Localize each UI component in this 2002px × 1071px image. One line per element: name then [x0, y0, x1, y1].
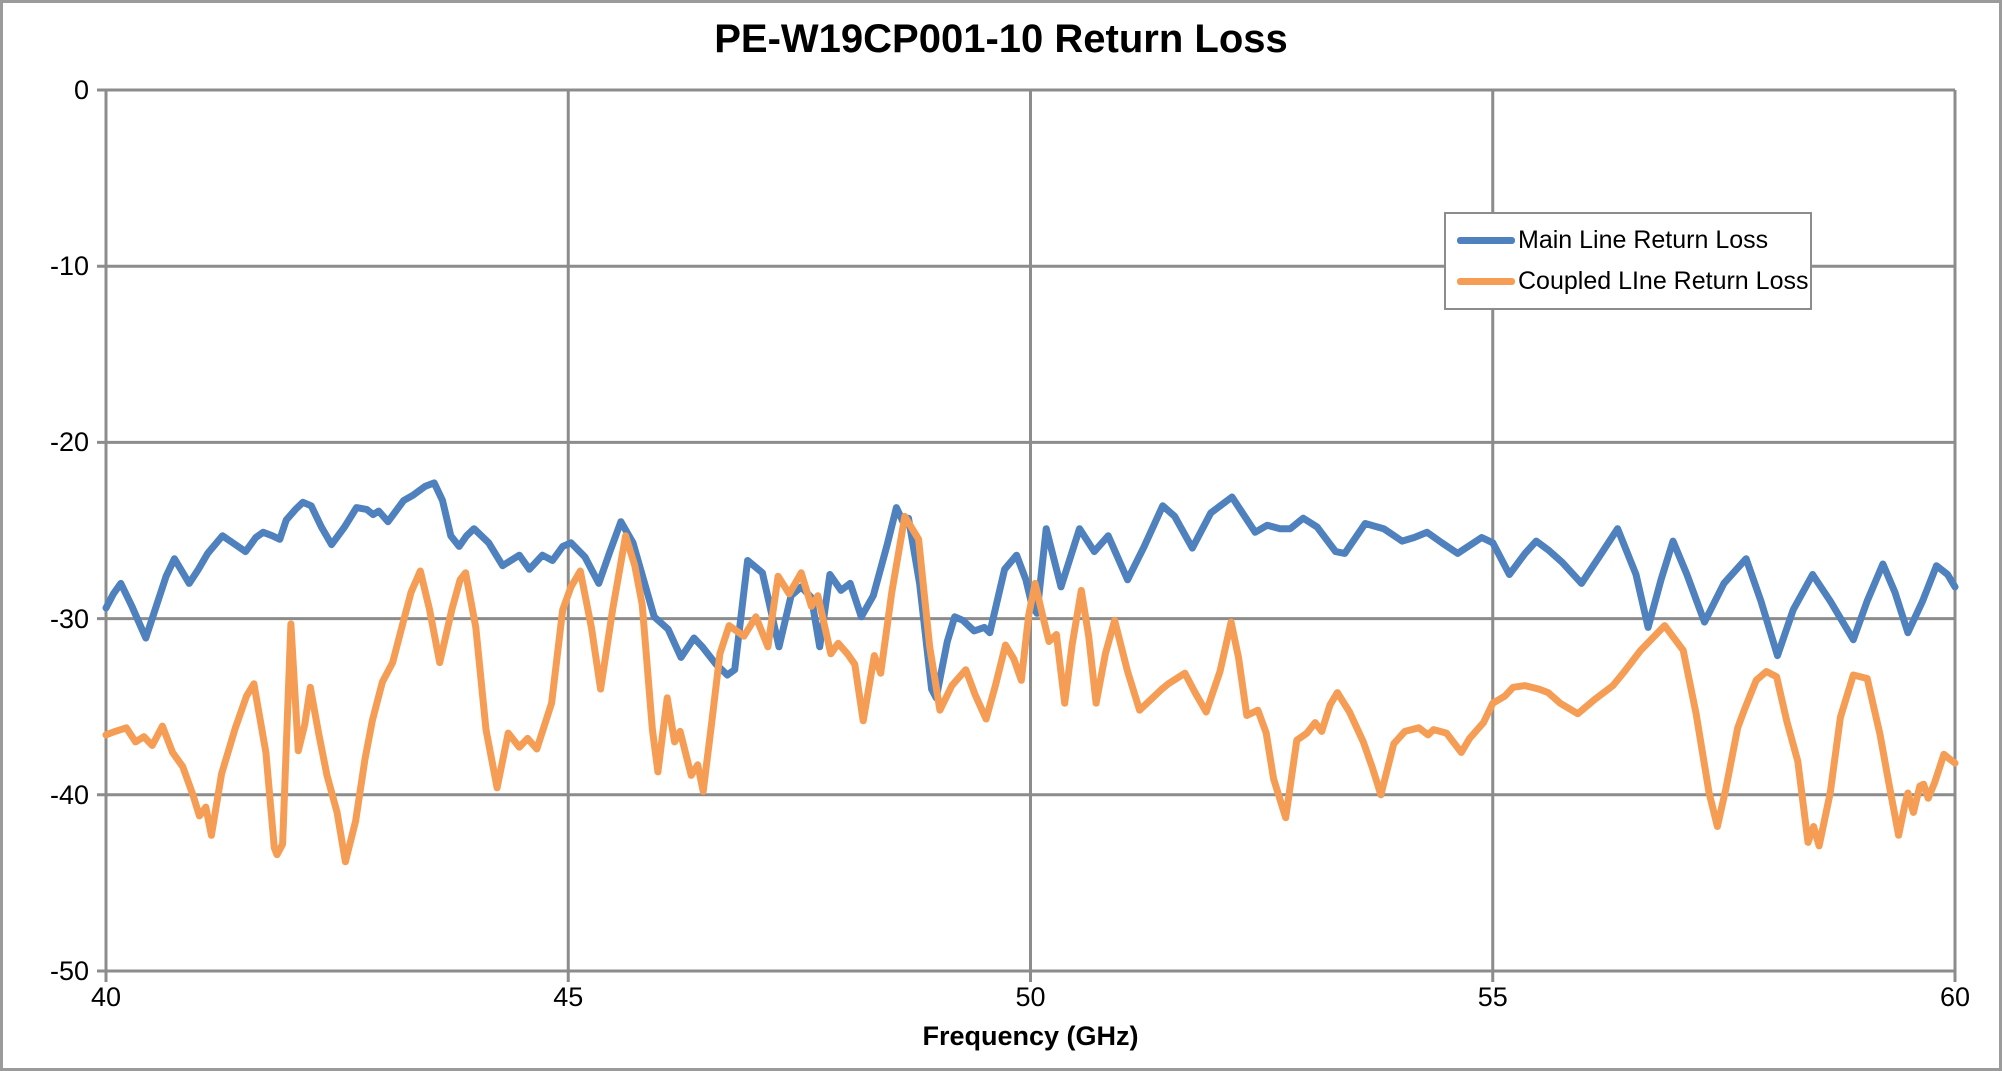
y-tick-label: 0: [73, 75, 89, 105]
plot-area: [97, 88, 1959, 982]
x-tick-label: 45: [553, 982, 584, 1012]
y-tick-label: -40: [49, 779, 89, 810]
y-tick-label: -50: [49, 956, 89, 986]
legend: Main Line Return Loss Coupled LIne Retur…: [1444, 212, 1812, 310]
main-line-return-loss-series-path: [102, 479, 1959, 702]
y-tick-label: -30: [49, 603, 89, 634]
legend-item-main-line: Main Line Return Loss: [1446, 226, 1810, 255]
chart-title: PE-W19CP001-10 Return Loss: [714, 17, 1288, 61]
coupled-line-return-loss-series-path: [102, 512, 1959, 866]
legend-label-main-line: Main Line Return Loss: [1518, 226, 1769, 254]
legend-label-coupled-line: Coupled LIne Return Loss: [1518, 267, 1809, 295]
x-tick-label: 55: [1477, 982, 1508, 1012]
y-tick-label: -10: [49, 251, 89, 282]
x-tick-label: 60: [1939, 982, 1971, 1012]
x-tick-label: 50: [1015, 982, 1046, 1012]
x-axis-title: Frequency (GHz): [922, 1021, 1139, 1051]
main-line-swatch-icon: [1457, 237, 1515, 244]
coupled-line-swatch-icon: [1457, 278, 1515, 285]
x-tick-label: 40: [90, 982, 122, 1012]
y-tick-label: -20: [49, 427, 89, 458]
legend-item-coupled-line: Coupled LIne Return Loss: [1446, 267, 1810, 296]
